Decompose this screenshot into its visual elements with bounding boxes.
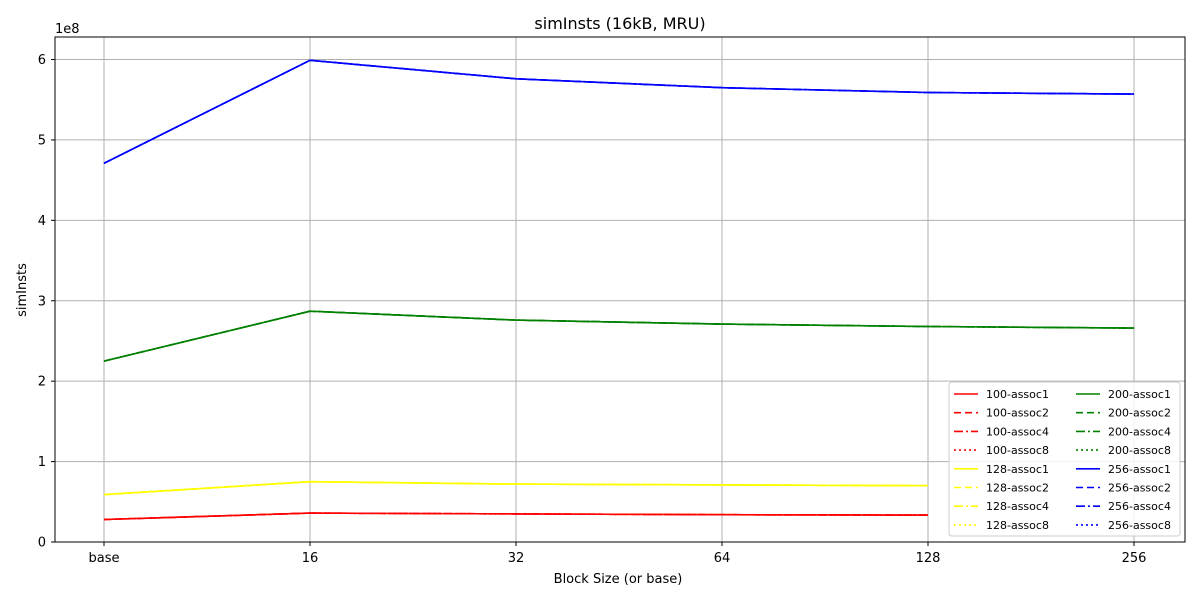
x-tick-label: 256: [1122, 551, 1147, 566]
legend-label: 100-assoc1: [986, 388, 1049, 401]
y-tick-label: 5: [38, 133, 46, 148]
legend-label: 200-assoc1: [1108, 388, 1171, 401]
y-axis-scale-label: 1e8: [55, 22, 80, 37]
y-axis-label: simInsts: [15, 263, 30, 317]
legend-label: 100-assoc8: [986, 444, 1049, 457]
legend-label: 256-assoc4: [1108, 500, 1171, 513]
legend-label: 128-assoc8: [986, 519, 1049, 532]
series-line-256-assoc8: [103, 59, 1135, 165]
legend-label: 200-assoc8: [1108, 444, 1171, 457]
x-tick-label: base: [89, 551, 120, 566]
legend-label: 100-assoc4: [986, 425, 1049, 438]
legend-label: 256-assoc2: [1108, 482, 1171, 495]
series-lines: [103, 59, 1135, 521]
legend-label: 200-assoc4: [1108, 425, 1171, 438]
legend-label: 128-assoc2: [986, 482, 1049, 495]
y-axis-ticks: 0 1 2 3 4 5 6: [38, 53, 55, 551]
legend-label: 200-assoc2: [1108, 407, 1171, 420]
legend-label: 100-assoc2: [986, 407, 1049, 420]
legend-label: 256-assoc1: [1108, 463, 1171, 476]
series-line-128-assoc4: [103, 480, 929, 496]
x-tick-label: 64: [714, 551, 731, 566]
legend-label: 128-assoc4: [986, 500, 1049, 513]
y-tick-label: 4: [38, 214, 46, 229]
x-tick-label: 16: [302, 551, 319, 566]
legend: 100-assoc1 100-assoc2 100-assoc4 100-assoc8…: [948, 381, 1181, 537]
series-line-200-assoc8: [103, 310, 1135, 362]
y-tick-label: 1: [38, 455, 46, 470]
x-tick-label: 32: [508, 551, 525, 566]
chart-title: simInsts (16kB, MRU): [534, 14, 705, 33]
y-tick-label: 6: [38, 53, 46, 68]
x-axis-label: Block Size (or base): [554, 572, 683, 587]
legend-label: 256-assoc8: [1108, 519, 1171, 532]
y-tick-label: 3: [38, 294, 46, 309]
y-tick-label: 0: [38, 536, 46, 551]
x-axis-ticks: base 16 32 64 128 256: [89, 542, 1147, 566]
plot-frame: [54, 36, 1186, 543]
x-tick-label: 128: [916, 551, 941, 566]
series-line-100-assoc8: [103, 512, 929, 521]
y-tick-label: 2: [38, 375, 46, 390]
legend-label: 128-assoc1: [986, 463, 1049, 476]
legend-box: [948, 381, 1181, 537]
